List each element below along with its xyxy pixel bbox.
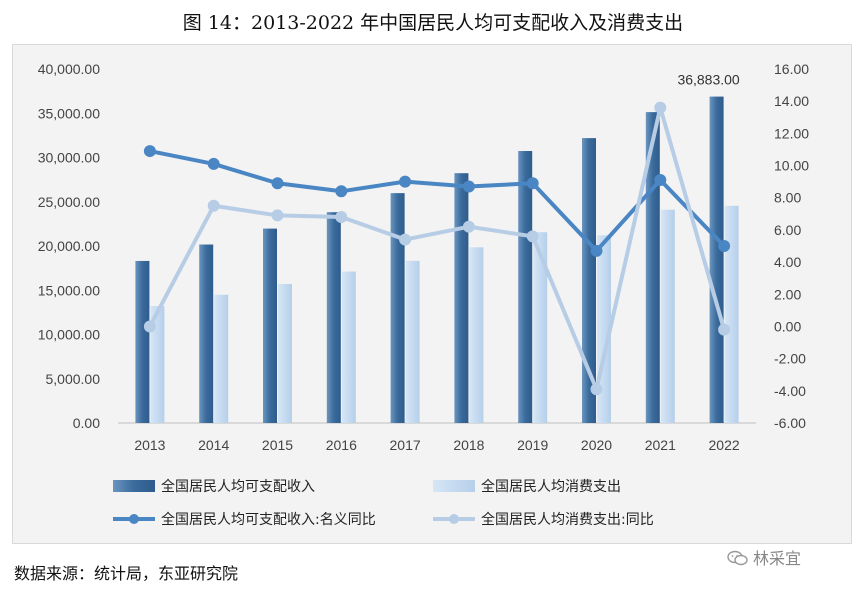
point-consumption-yoy [462,220,475,233]
bar-income [518,151,533,423]
bar-income [199,244,214,423]
point-income-yoy [718,240,731,252]
y-left-tick-label: 20,000.00 [38,238,100,254]
bars: 36,883.00 [135,72,740,424]
point-income-yoy [590,244,603,257]
x-tick-label: 2015 [262,437,293,453]
watermark-text: 林采宜 [753,549,802,568]
bar-consumption [405,260,420,423]
bar-income [709,96,724,423]
point-income-yoy [654,174,667,187]
legend-label: 全国居民人均可支配收入 [161,478,315,495]
chart-svg: 0.00 5,000.00 10,000.00 15,000.00 20,000.00 2… [38,61,810,528]
y-left-tick-label: 0.00 [73,415,100,431]
point-income-yoy [526,177,539,190]
y-left-tick-label: 10,000.00 [38,327,100,343]
y-left-tick-label: 30,000.00 [38,150,100,166]
bar-consumption [214,294,229,423]
point-income-yoy [335,185,348,198]
y-left-tick-label: 15,000.00 [38,282,100,298]
line-consumption-yoy [148,105,727,392]
y-right-tick-label: 0.00 [774,318,801,334]
point-consumption-yoy [335,211,348,224]
x-tick-label: 2016 [326,437,357,453]
y-left-tick-label: 25,000.00 [38,194,100,210]
annotation-last-income: 36,883.00 [677,72,739,88]
point-income-yoy [143,145,156,158]
y-right-tick-label: 14.00 [774,93,809,109]
x-tick-label: 2020 [581,437,612,453]
point-consumption-yoy [207,199,220,212]
y-right-tick-label: -4.00 [774,383,806,399]
legend-label: 全国居民人均消费支出 [481,478,621,495]
point-consumption-yoy [590,383,603,396]
y-left-tick-label: 40,000.00 [38,61,100,77]
y-left-tick-label: 35,000.00 [38,105,100,121]
legend-label: 全国居民人均消费支出:同比 [481,511,654,528]
y-right-tick-label: -6.00 [774,415,806,431]
point-consumption-yoy [654,101,667,114]
point-income-yoy [271,177,284,190]
x-tick-label: 2014 [198,437,229,453]
y-right-tick-label: 10.00 [774,158,809,174]
bar-consumption [724,205,739,423]
bar-income [582,138,596,423]
x-tick-label: 2021 [645,437,676,453]
bar-income [263,228,277,423]
legend-swatch [433,480,475,492]
bar-consumption [278,283,292,423]
legend-swatch [113,480,155,492]
point-consumption-yoy [399,233,412,246]
x-tick-label: 2019 [517,437,548,453]
bar-consumption [660,209,675,423]
point-consumption-yoy [526,230,539,243]
point-consumption-yoy [271,209,284,222]
bar-income [326,212,341,423]
x-tick-label: 2022 [709,437,740,453]
watermark: 林采宜 [727,545,801,569]
bar-income [454,173,469,423]
wechat-icon [727,550,748,566]
chart-title: 图 14：2013-2022 年中国居民人均可支配收入及消费支出 [182,12,684,34]
x-tick-label: 2013 [134,437,165,453]
bar-consumption [533,232,548,423]
y-right-tick-label: -2.00 [774,351,806,367]
y-right-tick-label: 4.00 [774,254,801,270]
bar-consumption [150,306,165,423]
lines [143,101,731,396]
y-right-tick-label: 12.00 [774,125,809,141]
y-right-tick-label: 8.00 [774,190,801,206]
axes: 0.00 5,000.00 10,000.00 15,000.00 20,000.00 2… [38,61,810,453]
data-source-note: 数据来源：统计局，东亚研究院 [14,564,239,583]
bar-consumption [341,271,356,423]
point-consumption-yoy [718,323,731,336]
point-income-yoy [399,175,412,188]
bar-income [135,260,150,423]
y-right-tick-label: 2.00 [774,286,801,302]
line-income-yoy [149,149,726,253]
y-right-tick-label: 16.00 [774,61,809,77]
bar-income [390,193,405,423]
legend-marker [449,514,459,524]
x-tick-label: 2017 [390,437,421,453]
point-income-yoy [207,157,220,170]
bar-consumption [469,247,484,423]
point-income-yoy [462,180,475,193]
chart-area: 0.00 5,000.00 10,000.00 15,000.00 20,000.00 2… [12,44,852,544]
legend-label: 全国居民人均可支配收入:名义同比 [161,511,376,528]
point-consumption-yoy [143,320,156,333]
x-tick-label: 2018 [453,437,484,453]
y-right-tick-label: 6.00 [774,222,801,238]
y-left-tick-label: 5,000.00 [46,371,101,387]
legend-marker [129,514,139,524]
